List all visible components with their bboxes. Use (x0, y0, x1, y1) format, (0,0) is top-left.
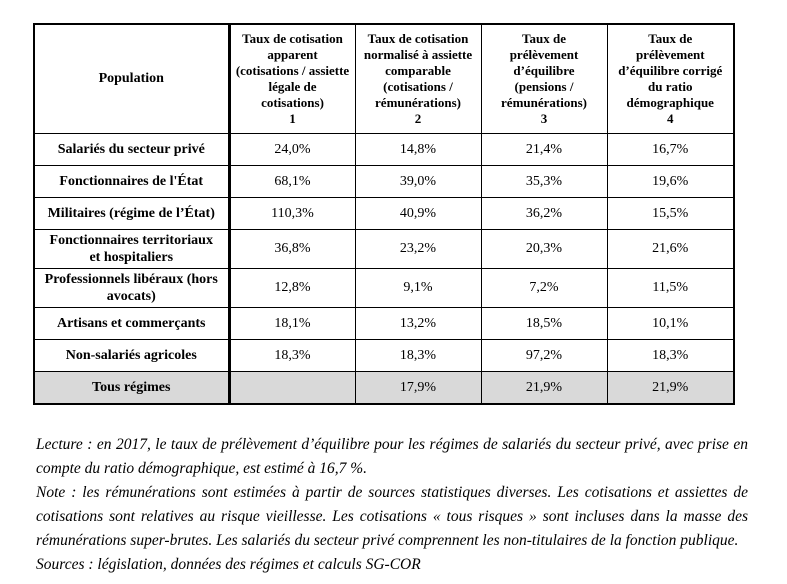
value-cell: 18,3% (228, 339, 356, 372)
value-cell: 18,1% (228, 307, 356, 340)
row-label: Tous régimes (33, 371, 231, 405)
value-cell: 20,3% (480, 229, 608, 269)
column-header-1: Taux de cotisation apparent (cotisations… (228, 23, 356, 134)
table-row: Salariés du secteur privé 24,0% 14,8% 21,4%… (33, 133, 735, 166)
value-cell: 11,5% (606, 268, 735, 308)
value-cell: 9,1% (354, 268, 482, 308)
value-cell: 18,3% (354, 339, 482, 372)
column-header-label: Taux de prélèvement d’équilibre corrigé … (618, 31, 723, 110)
column-number: 3 (540, 111, 548, 126)
value-cell-highlighted: 16,7% (606, 133, 735, 166)
header-row: Population Taux de cotisation apparent (c… (33, 23, 735, 134)
column-header-label: Taux de cotisation normalisé à assiette … (363, 31, 473, 110)
value-cell: 39,0% (354, 165, 482, 198)
table-header: Population Taux de cotisation apparent (c… (33, 23, 735, 134)
column-header-label: Taux de cotisation apparent (cotisations… (235, 31, 350, 110)
table-notes: Lecture : en 2017, le taux de prélèvemen… (36, 433, 748, 577)
value-cell-highlighted: 14,8% (354, 133, 482, 166)
row-label: Salariés du secteur privé (33, 133, 231, 166)
column-header-4: Taux de prélèvement d’équilibre corrigé … (606, 23, 735, 134)
value-cell: 12,8% (228, 268, 356, 308)
value-cell: 18,3% (606, 339, 735, 372)
table-row: Militaires (régime de l’État) 110,3% 40,9%… (33, 197, 735, 230)
column-number: 2 (414, 111, 422, 126)
value-cell: 23,2% (354, 229, 482, 269)
column-header-label: Population (98, 71, 164, 86)
value-cell: 68,1% (228, 165, 356, 198)
total-row: Tous régimes 17,9% 21,9% 21,9% (33, 371, 735, 405)
value-cell: 18,5% (480, 307, 608, 340)
value-cell: 19,6% (606, 165, 735, 198)
value-cell-highlighted: 24,0% (228, 133, 356, 166)
value-cell: 36,2% (480, 197, 608, 230)
value-cell: 10,1% (606, 307, 735, 340)
column-number: 1 (289, 111, 296, 126)
table-row: Artisans et commerçants 18,1% 13,2% 18,5% 10… (33, 307, 735, 340)
value-cell: 97,2% (480, 339, 608, 372)
value-cell: 15,5% (606, 197, 735, 230)
column-header-label: Taux de prélèvement d’équilibre (pension… (501, 31, 587, 110)
row-label: Militaires (régime de l’État) (33, 197, 231, 230)
table-row: Fonctionnaires territoriaux et hospitali… (33, 229, 735, 269)
value-cell: 7,2% (480, 268, 608, 308)
row-label: Professionnels libéraux (hors avocats) (33, 268, 231, 308)
value-cell: 110,3% (228, 197, 356, 230)
column-number: 4 (667, 111, 674, 126)
lecture-note: Lecture : en 2017, le taux de prélèvemen… (36, 436, 748, 477)
value-cell: 40,9% (354, 197, 482, 230)
table-row: Fonctionnaires de l'État 68,1% 39,0% 35,3% 1… (33, 165, 735, 198)
column-header-2: Taux de cotisation normalisé à assiette … (354, 23, 482, 134)
value-cell: 35,3% (480, 165, 608, 198)
table-body: Salariés du secteur privé 24,0% 14,8% 21,4%… (33, 133, 735, 405)
column-header-3: Taux de prélèvement d’équilibre (pension… (480, 23, 608, 134)
row-label: Fonctionnaires territoriaux et hospitali… (33, 229, 231, 269)
row-label: Fonctionnaires de l'État (33, 165, 231, 198)
value-cell: 21,9% (606, 371, 735, 405)
sources-note: Sources : législation, données des régim… (36, 556, 421, 573)
value-cell-highlighted: 21,4% (480, 133, 608, 166)
value-cell: 17,9% (354, 371, 482, 405)
table-row: Non-salariés agricoles 18,3% 18,3% 97,2% 18,… (33, 339, 735, 372)
value-cell: 36,8% (228, 229, 356, 269)
value-cell (228, 371, 356, 405)
contribution-rates-table: Population Taux de cotisation apparent (c… (33, 23, 735, 405)
row-label: Non-salariés agricoles (33, 339, 231, 372)
methodology-note: Note : les rémunérations sont estimées à… (36, 484, 748, 549)
value-cell: 21,6% (606, 229, 735, 269)
column-header-population: Population (33, 23, 231, 134)
table-row: Professionnels libéraux (hors avocats) 12… (33, 268, 735, 308)
row-label: Artisans et commerçants (33, 307, 231, 340)
value-cell: 13,2% (354, 307, 482, 340)
value-cell: 21,9% (480, 371, 608, 405)
